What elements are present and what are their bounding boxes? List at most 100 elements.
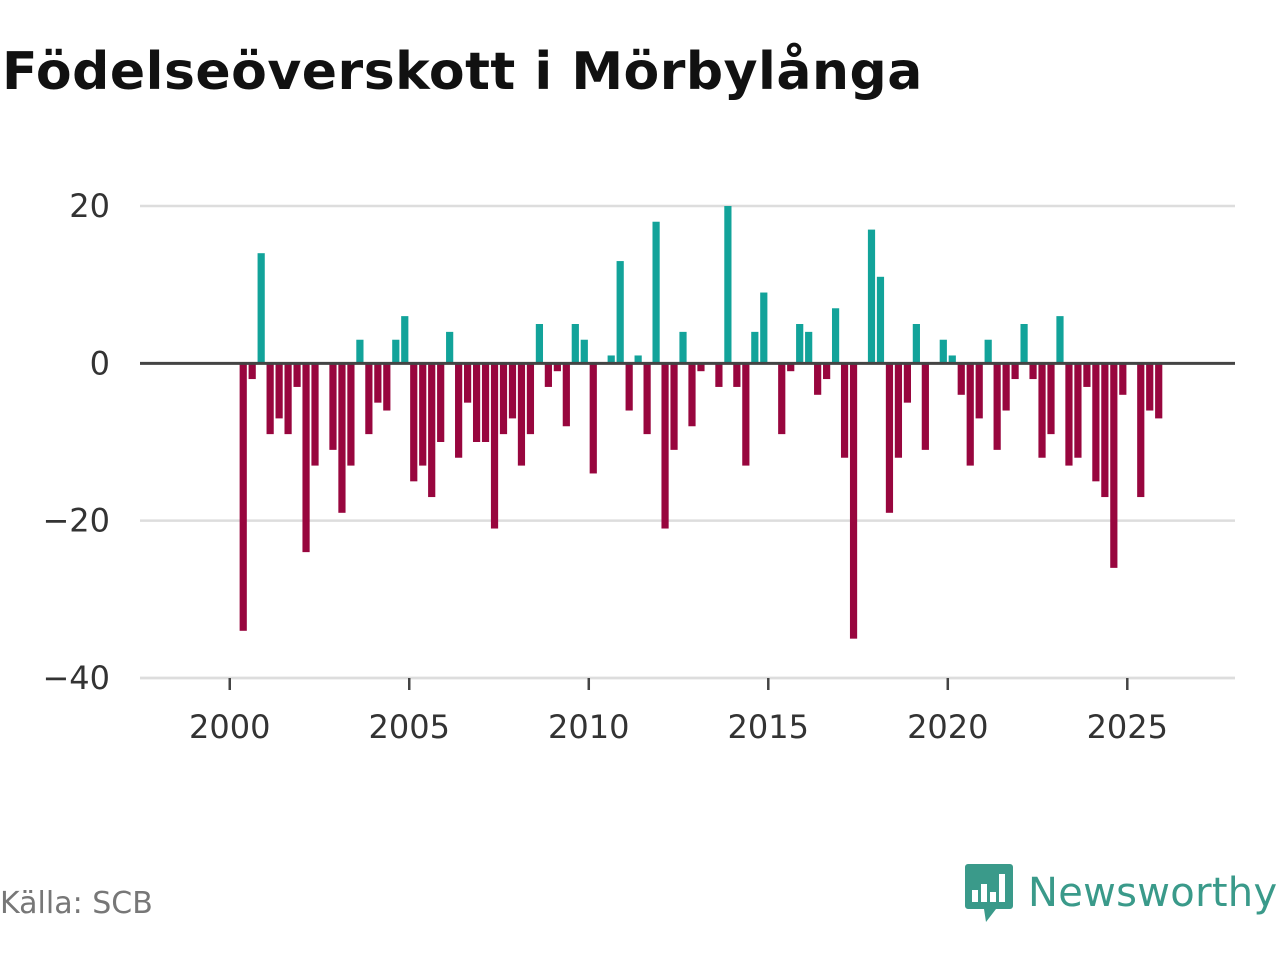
bar-negative[interactable] bbox=[266, 363, 274, 435]
bar-negative[interactable] bbox=[410, 363, 418, 482]
bar-negative[interactable] bbox=[544, 363, 552, 387]
bar-negative[interactable] bbox=[957, 363, 965, 395]
bar-positive[interactable] bbox=[652, 221, 660, 364]
bar-negative[interactable] bbox=[823, 363, 831, 380]
bar-negative[interactable] bbox=[1029, 363, 1037, 380]
bar-negative[interactable] bbox=[329, 363, 337, 450]
bar-negative[interactable] bbox=[885, 363, 894, 513]
bar-negative[interactable] bbox=[293, 363, 301, 387]
bar-negative[interactable] bbox=[903, 363, 911, 403]
bar-negative[interactable] bbox=[625, 363, 633, 411]
bar-negative[interactable] bbox=[311, 363, 319, 466]
bar-negative[interactable] bbox=[374, 363, 382, 403]
bar-positive[interactable] bbox=[1056, 316, 1064, 364]
bar-negative[interactable] bbox=[670, 363, 678, 450]
bar-negative[interactable] bbox=[778, 363, 786, 435]
bar-negative[interactable] bbox=[993, 363, 1001, 450]
brand-logo[interactable]: Newsworthy bbox=[964, 862, 1277, 924]
bar-positive[interactable] bbox=[535, 324, 544, 364]
bar-positive[interactable] bbox=[616, 261, 624, 364]
bar-negative[interactable] bbox=[526, 363, 535, 435]
bar-negative[interactable] bbox=[921, 363, 929, 450]
bar-negative[interactable] bbox=[437, 363, 445, 442]
bar-negative[interactable] bbox=[302, 363, 310, 553]
bar-negative[interactable] bbox=[1038, 363, 1046, 458]
bar-negative[interactable] bbox=[1155, 363, 1163, 419]
bar-positive[interactable] bbox=[912, 324, 920, 364]
bar-positive[interactable] bbox=[401, 316, 409, 364]
bar-positive[interactable] bbox=[831, 308, 840, 364]
bar-negative[interactable] bbox=[419, 363, 427, 466]
bar-negative[interactable] bbox=[472, 363, 481, 442]
bar-negative[interactable] bbox=[499, 363, 508, 435]
bar-positive[interactable] bbox=[571, 324, 579, 364]
bar-negative[interactable] bbox=[787, 363, 795, 372]
bar-negative[interactable] bbox=[1101, 363, 1109, 498]
bar-positive[interactable] bbox=[876, 276, 885, 364]
bar-negative[interactable] bbox=[1119, 363, 1127, 395]
bar-positive[interactable] bbox=[1020, 324, 1028, 364]
bar-positive[interactable] bbox=[796, 324, 804, 364]
bar-negative[interactable] bbox=[975, 363, 983, 419]
bar-negative[interactable] bbox=[589, 363, 597, 474]
bar-positive[interactable] bbox=[984, 339, 992, 364]
bar-negative[interactable] bbox=[455, 363, 463, 458]
bar-negative[interactable] bbox=[562, 363, 570, 427]
bar-negative[interactable] bbox=[365, 363, 373, 435]
bar-positive[interactable] bbox=[257, 253, 265, 364]
bar-negative[interactable] bbox=[814, 363, 822, 395]
bar-negative[interactable] bbox=[1065, 363, 1073, 466]
bar-negative[interactable] bbox=[733, 363, 741, 387]
bar-positive[interactable] bbox=[751, 331, 759, 364]
bar-positive[interactable] bbox=[939, 339, 947, 364]
bar-negative[interactable] bbox=[661, 363, 669, 529]
bar-negative[interactable] bbox=[1074, 363, 1082, 458]
bar-negative[interactable] bbox=[840, 363, 849, 458]
bar-negative[interactable] bbox=[347, 363, 355, 466]
bar-positive[interactable] bbox=[760, 292, 768, 364]
bar-negative[interactable] bbox=[643, 363, 651, 435]
bar-positive[interactable] bbox=[679, 331, 687, 364]
bar-negative[interactable] bbox=[1011, 363, 1019, 380]
bar-positive[interactable] bbox=[607, 355, 615, 364]
bar-negative[interactable] bbox=[239, 363, 247, 631]
bar-negative[interactable] bbox=[517, 363, 526, 466]
bar-negative[interactable] bbox=[697, 363, 705, 372]
bar-negative[interactable] bbox=[1110, 363, 1118, 568]
bar-negative[interactable] bbox=[1002, 363, 1010, 411]
bar-positive[interactable] bbox=[805, 331, 813, 364]
bar-negative[interactable] bbox=[338, 363, 346, 513]
bar-positive[interactable] bbox=[634, 355, 642, 364]
bar-negative[interactable] bbox=[1146, 363, 1154, 411]
bar-negative[interactable] bbox=[248, 363, 256, 380]
bar-positive[interactable] bbox=[867, 229, 876, 364]
bar-negative[interactable] bbox=[481, 363, 490, 442]
bar-positive[interactable] bbox=[580, 339, 588, 364]
bar-negative[interactable] bbox=[284, 363, 292, 435]
bar-positive[interactable] bbox=[356, 339, 364, 364]
bar-negative[interactable] bbox=[688, 363, 696, 427]
bar-negative[interactable] bbox=[275, 363, 283, 419]
bar-negative[interactable] bbox=[966, 363, 974, 466]
bar-negative[interactable] bbox=[894, 363, 903, 458]
bar-negative[interactable] bbox=[1092, 363, 1100, 482]
bar-negative[interactable] bbox=[428, 363, 436, 498]
bar-negative[interactable] bbox=[742, 363, 750, 466]
bar-positive[interactable] bbox=[948, 355, 956, 364]
bar-negative[interactable] bbox=[715, 363, 723, 387]
bar-positive[interactable] bbox=[446, 331, 454, 364]
bar-negative[interactable] bbox=[1083, 363, 1091, 387]
y-tick-label: 20 bbox=[69, 187, 110, 225]
bar-negative[interactable] bbox=[383, 363, 391, 411]
bar-positive[interactable] bbox=[724, 206, 732, 364]
x-tick-label: 2025 bbox=[1087, 708, 1168, 746]
bar-negative[interactable] bbox=[849, 363, 858, 639]
bar-positive[interactable] bbox=[392, 339, 400, 364]
bar-negative[interactable] bbox=[553, 363, 561, 372]
bar-negative[interactable] bbox=[1047, 363, 1055, 435]
bar-negative[interactable] bbox=[508, 363, 517, 419]
bar-negative[interactable] bbox=[490, 363, 499, 529]
bar-negative[interactable] bbox=[1137, 363, 1145, 498]
bar-negative[interactable] bbox=[464, 363, 472, 403]
